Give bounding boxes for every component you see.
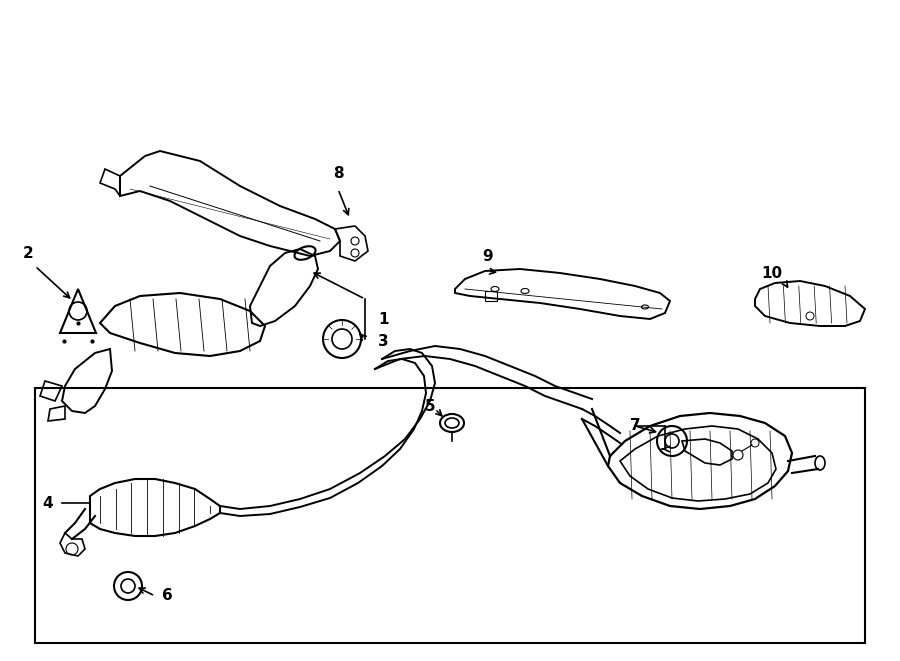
Text: 7: 7: [630, 418, 640, 434]
Text: 4: 4: [42, 496, 53, 510]
Text: 8: 8: [333, 165, 343, 180]
Bar: [35, 388, 865, 643]
Text: 5: 5: [425, 399, 435, 414]
Text: 3: 3: [378, 334, 389, 348]
Bar: [485, 291, 497, 301]
Text: 1: 1: [378, 311, 389, 327]
Text: 9: 9: [482, 249, 493, 264]
Text: 2: 2: [22, 245, 33, 260]
Text: 6: 6: [162, 588, 173, 603]
Text: 10: 10: [761, 266, 783, 280]
